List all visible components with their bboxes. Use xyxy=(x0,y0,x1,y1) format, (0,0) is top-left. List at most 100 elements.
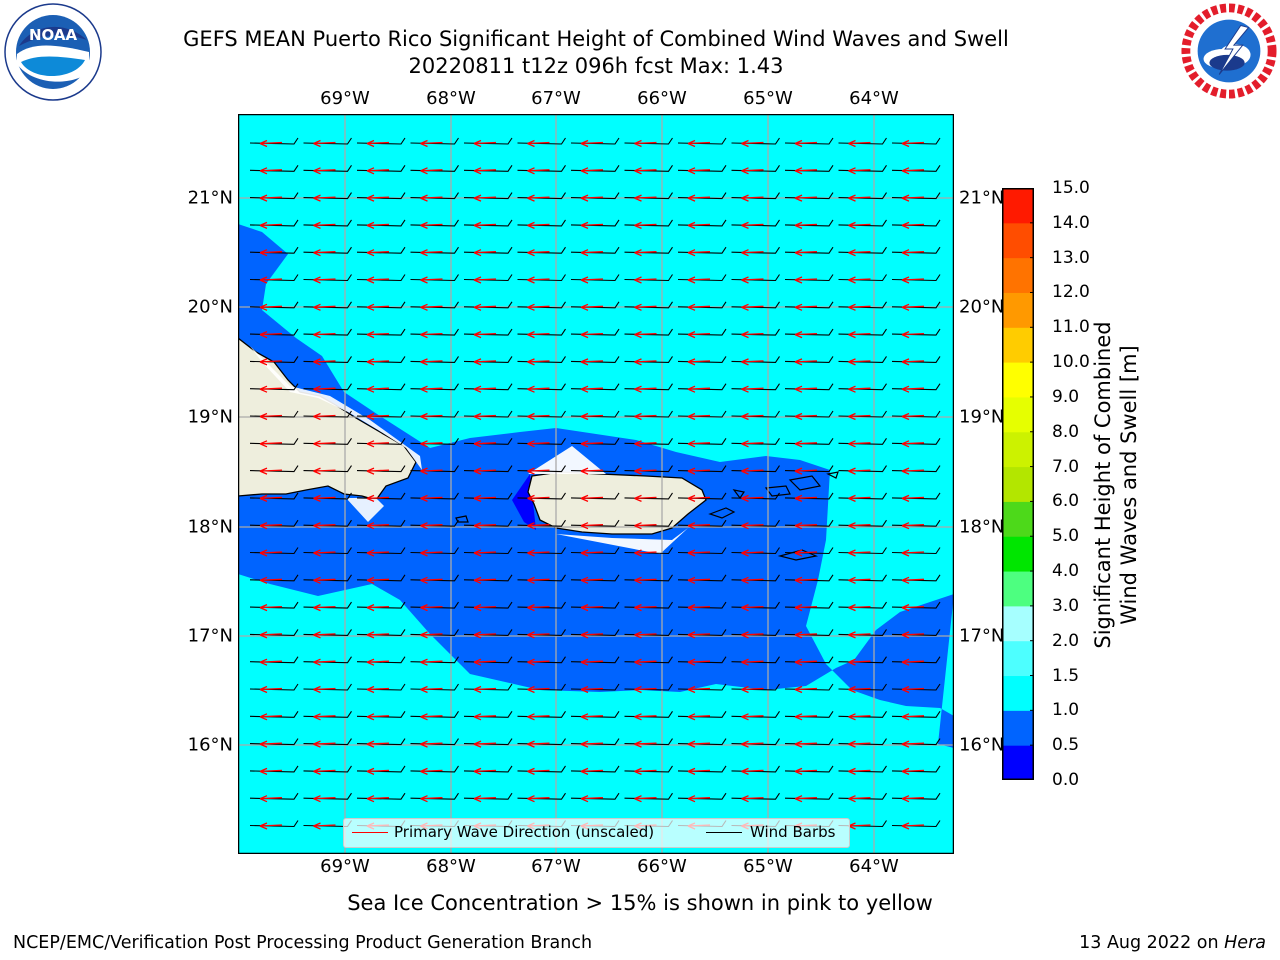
wave-direction-arrow xyxy=(848,331,871,339)
wave-direction-arrow xyxy=(794,604,818,612)
wave-direction-arrow xyxy=(366,713,390,721)
wave-direction-arrow xyxy=(901,221,925,229)
wave-direction-arrow xyxy=(741,522,764,530)
lat-tick-right: 17°N xyxy=(959,625,1005,647)
wave-direction-arrow xyxy=(366,467,390,475)
wave-direction-arrow xyxy=(848,713,871,721)
island xyxy=(826,471,839,479)
colorbar-bin xyxy=(1002,327,1034,363)
wave-direction-arrow xyxy=(794,467,818,475)
wave-direction-arrow xyxy=(848,658,871,666)
wave-direction-arrow xyxy=(634,303,657,311)
wave-direction-arrow xyxy=(580,303,604,311)
wave-direction-arrow xyxy=(687,440,711,448)
wave-direction-arrow xyxy=(634,740,657,748)
wave-direction-arrow xyxy=(848,549,871,557)
lon-tick-bottom: 68°W xyxy=(426,856,476,877)
wave-direction-arrow xyxy=(580,522,604,530)
wave-direction-arrow xyxy=(901,385,925,393)
wave-direction-arrow xyxy=(741,467,764,475)
wave-direction-arrow xyxy=(687,658,711,666)
wave-direction-arrow xyxy=(313,658,336,666)
wave-direction-arrow xyxy=(527,358,550,366)
wave-direction-arrow xyxy=(848,795,871,803)
wave-direction-arrow xyxy=(527,467,550,475)
colorbar-tick-label: 6.0 xyxy=(1052,491,1080,512)
wave-direction-arrow xyxy=(580,631,604,639)
wave-direction-arrow xyxy=(527,385,550,393)
wave-direction-arrow xyxy=(687,685,711,694)
wave-direction-arrow xyxy=(473,167,497,175)
wave-direction-arrow xyxy=(420,139,443,148)
wave-direction-arrow xyxy=(901,631,925,639)
wave-direction-arrow xyxy=(687,522,711,530)
island xyxy=(777,549,819,561)
wave-direction-arrow xyxy=(634,358,657,366)
wave-direction-arrow xyxy=(634,795,657,803)
wave-direction-arrow xyxy=(420,412,443,421)
colorbar-bin xyxy=(1002,362,1034,398)
wave-direction-arrow xyxy=(580,358,604,366)
lat-tick-left: 17°N xyxy=(187,625,233,647)
colorbar-tick-label: 1.0 xyxy=(1052,700,1080,721)
wave-direction-arrow xyxy=(473,494,497,502)
legend-wave-swatch xyxy=(352,832,388,833)
wave-direction-arrow xyxy=(687,221,711,229)
footer-machine: Hera xyxy=(1224,933,1266,953)
wave-direction-arrow xyxy=(313,194,336,202)
wave-direction-arrow xyxy=(366,604,390,612)
wave-direction-arrow xyxy=(687,467,711,475)
lon-tick-top: 64°W xyxy=(849,88,899,109)
wave-direction-arrow xyxy=(259,576,283,584)
wave-direction-arrow xyxy=(259,358,283,366)
wave-direction-arrow xyxy=(794,412,818,421)
wave-direction-arrow xyxy=(687,139,711,148)
wave-direction-arrow xyxy=(580,440,604,448)
wave-direction-arrow xyxy=(366,194,390,202)
wave-direction-arrow xyxy=(687,276,711,284)
legend-barb-swatch xyxy=(706,832,742,833)
wave-direction-arrow xyxy=(420,358,443,366)
island xyxy=(764,485,791,497)
wave-direction-arrow xyxy=(259,822,283,830)
wave-direction-arrow xyxy=(901,167,925,175)
wave-direction-arrow xyxy=(901,576,925,584)
wave-direction-arrow xyxy=(794,139,818,148)
colorbar-bin xyxy=(1002,536,1034,572)
wave-direction-arrow xyxy=(366,276,390,284)
wave-direction-arrow xyxy=(741,740,764,748)
wave-direction-arrow xyxy=(634,713,657,721)
lon-tick-bottom: 69°W xyxy=(320,856,370,877)
colorbar-label: Significant Height of Combined Wind Wave… xyxy=(1090,295,1142,675)
wave-direction-arrow xyxy=(634,631,657,639)
wave-direction-arrow xyxy=(420,713,443,721)
colorbar-bin xyxy=(1002,640,1034,677)
wave-direction-arrow xyxy=(366,658,390,666)
wave-direction-arrow xyxy=(794,194,818,202)
wave-direction-arrow xyxy=(313,331,336,339)
wave-direction-arrow xyxy=(580,167,604,175)
wave-direction-arrow xyxy=(848,685,871,694)
wave-direction-arrow xyxy=(634,276,657,284)
wave-direction-arrow xyxy=(420,658,443,666)
wave-direction-arrow xyxy=(634,249,657,257)
wave-direction-arrow xyxy=(741,194,764,202)
wave-direction-arrow xyxy=(527,740,550,748)
wave-direction-arrow xyxy=(634,385,657,393)
wave-direction-arrow xyxy=(259,167,283,175)
wave-direction-arrow xyxy=(901,685,925,694)
wave-direction-arrow xyxy=(848,522,871,530)
wave-direction-arrow xyxy=(473,740,497,748)
hispaniola-ice-mask-south xyxy=(346,498,384,522)
wave-direction-arrow xyxy=(741,494,764,502)
wave-direction-arrow xyxy=(313,412,336,421)
wave-direction-arrow xyxy=(794,549,818,557)
wave-direction-arrow xyxy=(848,467,871,475)
wave-direction-arrow xyxy=(794,795,818,803)
wave-direction-arrow xyxy=(794,221,818,229)
lat-tick-right: 20°N xyxy=(959,296,1005,318)
map-frame xyxy=(238,114,954,854)
wave-direction-arrow xyxy=(848,412,871,421)
wave-direction-arrow xyxy=(687,604,711,612)
footer-date-text: 13 Aug 2022 on xyxy=(1079,933,1225,953)
